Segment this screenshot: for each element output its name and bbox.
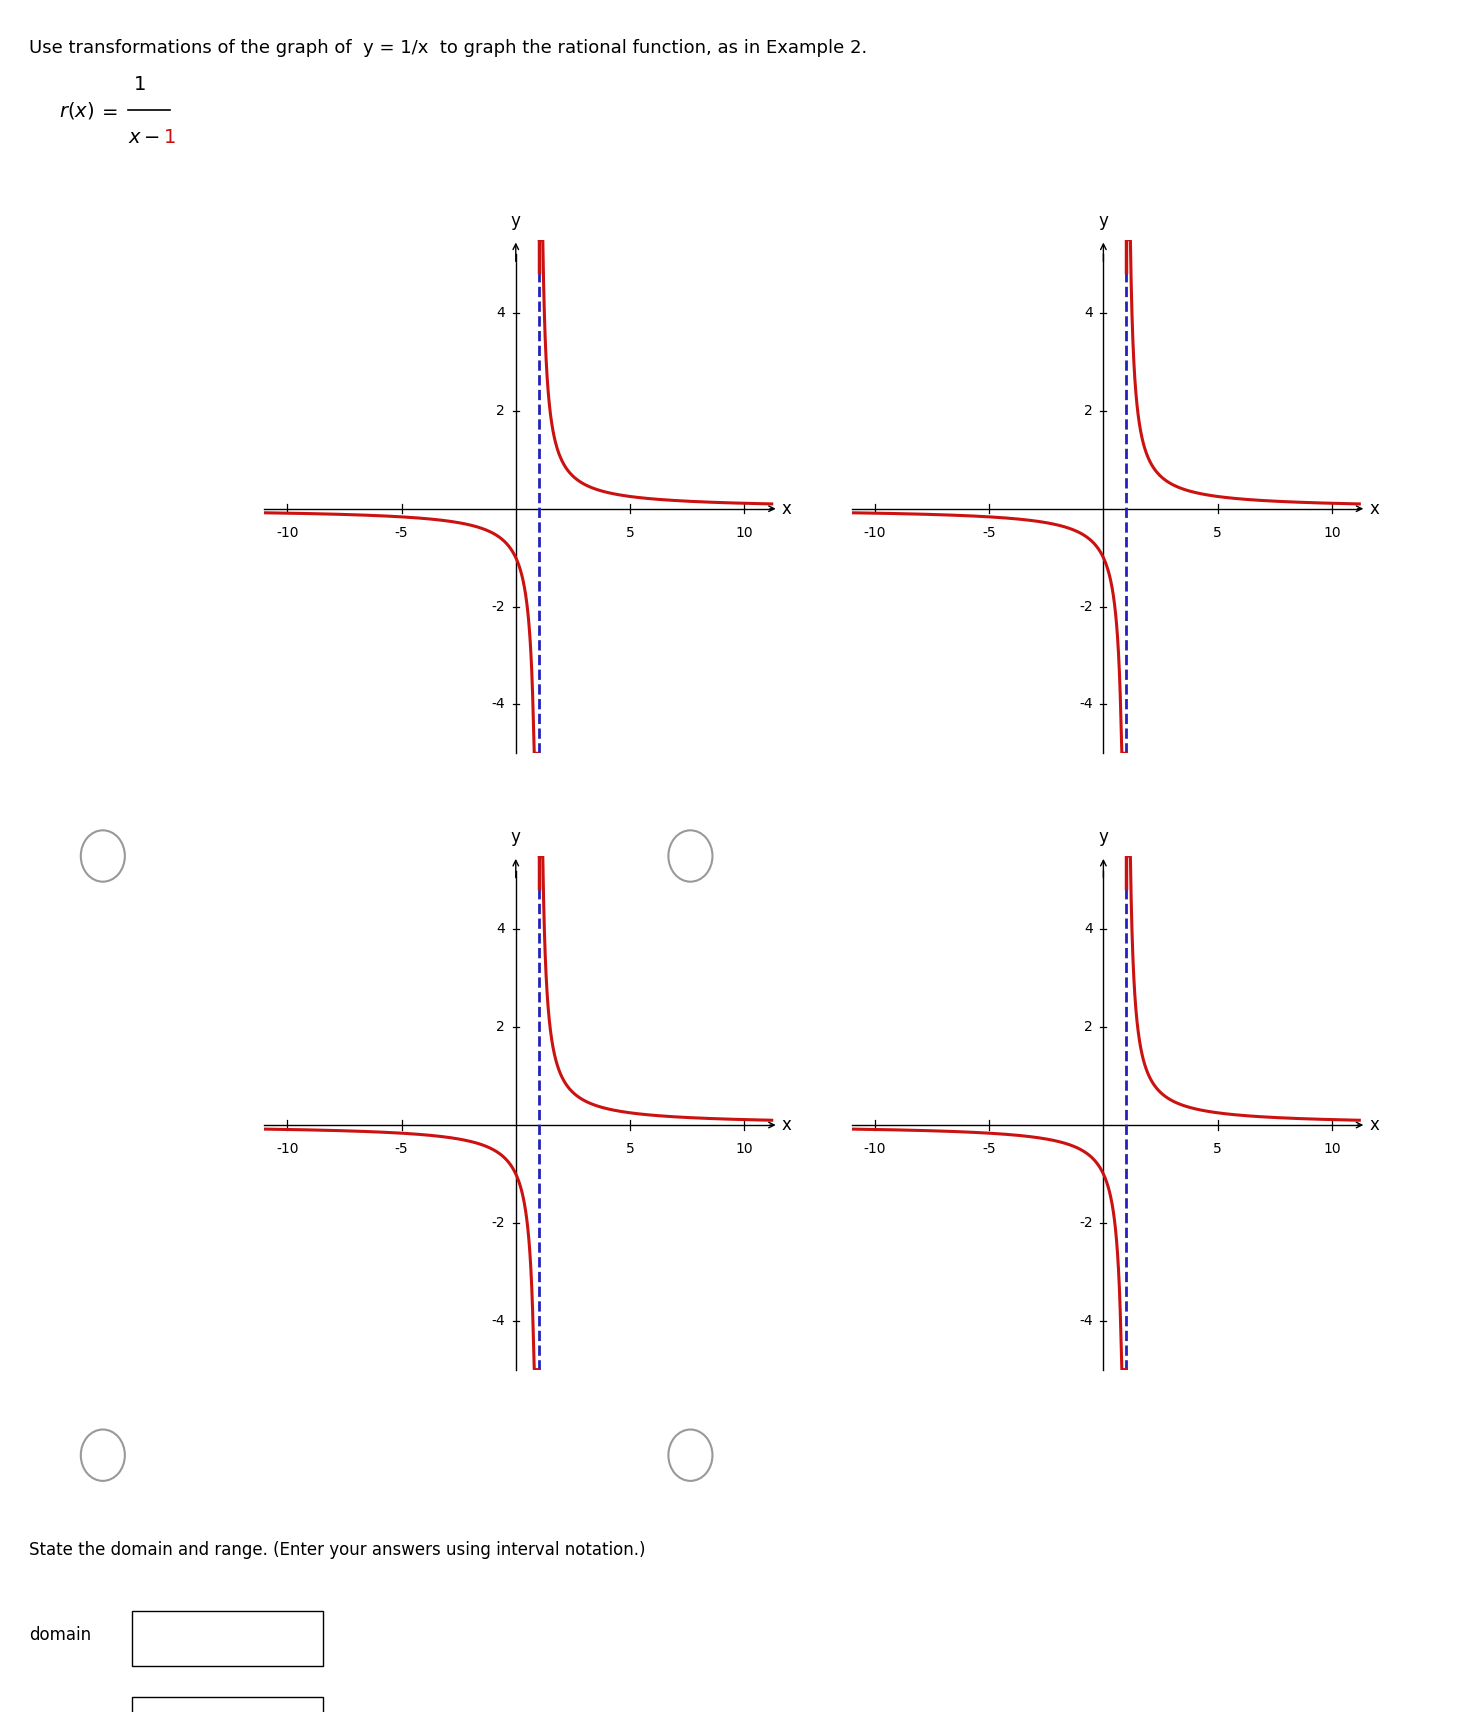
Text: -10: -10 [276, 1142, 298, 1157]
Text: x: x [782, 1116, 792, 1133]
Text: 10: 10 [736, 526, 754, 541]
Text: $=$: $=$ [98, 101, 119, 120]
Text: 4: 4 [497, 306, 505, 320]
Text: 5: 5 [1213, 1142, 1222, 1157]
Text: -5: -5 [395, 526, 408, 541]
Text: 10: 10 [1324, 526, 1341, 541]
Text: 4: 4 [1084, 306, 1093, 320]
Text: 10: 10 [1324, 1142, 1341, 1157]
Text: 5: 5 [626, 1142, 635, 1157]
Text: -5: -5 [395, 1142, 408, 1157]
Text: y: y [511, 829, 520, 846]
Text: 5: 5 [626, 526, 635, 541]
Text: $1$: $1$ [163, 128, 176, 147]
Text: 2: 2 [1084, 1020, 1093, 1034]
Text: -4: -4 [491, 1313, 505, 1329]
Text: x: x [782, 500, 792, 517]
Text: -2: -2 [1078, 599, 1093, 613]
Text: -4: -4 [1078, 1313, 1093, 1329]
Text: -10: -10 [864, 526, 886, 541]
Text: -10: -10 [864, 1142, 886, 1157]
Text: 5: 5 [1213, 526, 1222, 541]
Text: $x -$: $x -$ [128, 128, 160, 147]
Text: y: y [511, 212, 520, 229]
Text: -2: -2 [491, 1216, 505, 1229]
Text: -4: -4 [1078, 697, 1093, 712]
Text: 4: 4 [497, 923, 505, 936]
Text: x: x [1369, 1116, 1379, 1133]
Text: Use transformations of the graph of  y = 1/x  to graph the rational function, as: Use transformations of the graph of y = … [29, 39, 868, 58]
Text: 4: 4 [1084, 923, 1093, 936]
Text: y: y [1099, 829, 1108, 846]
Text: domain: domain [29, 1626, 91, 1644]
Text: 2: 2 [497, 1020, 505, 1034]
Text: 10: 10 [736, 1142, 754, 1157]
Text: -10: -10 [276, 526, 298, 541]
Text: 2: 2 [497, 404, 505, 418]
Text: y: y [1099, 212, 1108, 229]
Text: -5: -5 [983, 1142, 996, 1157]
Text: State the domain and range. (Enter your answers using interval notation.): State the domain and range. (Enter your … [29, 1541, 646, 1560]
Text: -2: -2 [1078, 1216, 1093, 1229]
Text: -5: -5 [983, 526, 996, 541]
Text: -4: -4 [491, 697, 505, 712]
Text: $r(x)$: $r(x)$ [59, 99, 94, 122]
Text: -2: -2 [491, 599, 505, 613]
Text: x: x [1369, 500, 1379, 517]
Text: $1$: $1$ [132, 75, 145, 94]
Text: 2: 2 [1084, 404, 1093, 418]
